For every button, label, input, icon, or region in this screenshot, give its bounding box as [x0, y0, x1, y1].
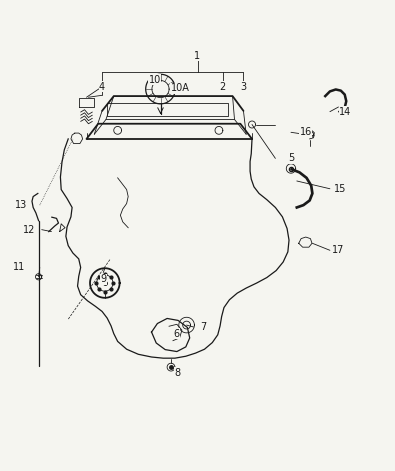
- Text: 1: 1: [194, 50, 201, 61]
- Text: 16: 16: [300, 127, 312, 138]
- Text: 10: 10: [149, 75, 161, 85]
- Text: 8: 8: [174, 367, 180, 378]
- Text: 11: 11: [13, 262, 25, 272]
- Text: 12: 12: [23, 225, 36, 235]
- Text: 13: 13: [15, 200, 28, 210]
- Text: 14: 14: [339, 106, 352, 117]
- Text: 4: 4: [99, 82, 105, 92]
- Text: 3: 3: [241, 82, 246, 92]
- Text: 2: 2: [220, 82, 226, 92]
- Text: 6: 6: [173, 329, 179, 339]
- Text: 5: 5: [288, 154, 294, 163]
- Text: 17: 17: [332, 245, 345, 255]
- Text: 10A: 10A: [171, 83, 190, 93]
- Text: 9: 9: [100, 274, 106, 284]
- Text: 15: 15: [333, 184, 346, 194]
- Text: 7: 7: [200, 322, 207, 332]
